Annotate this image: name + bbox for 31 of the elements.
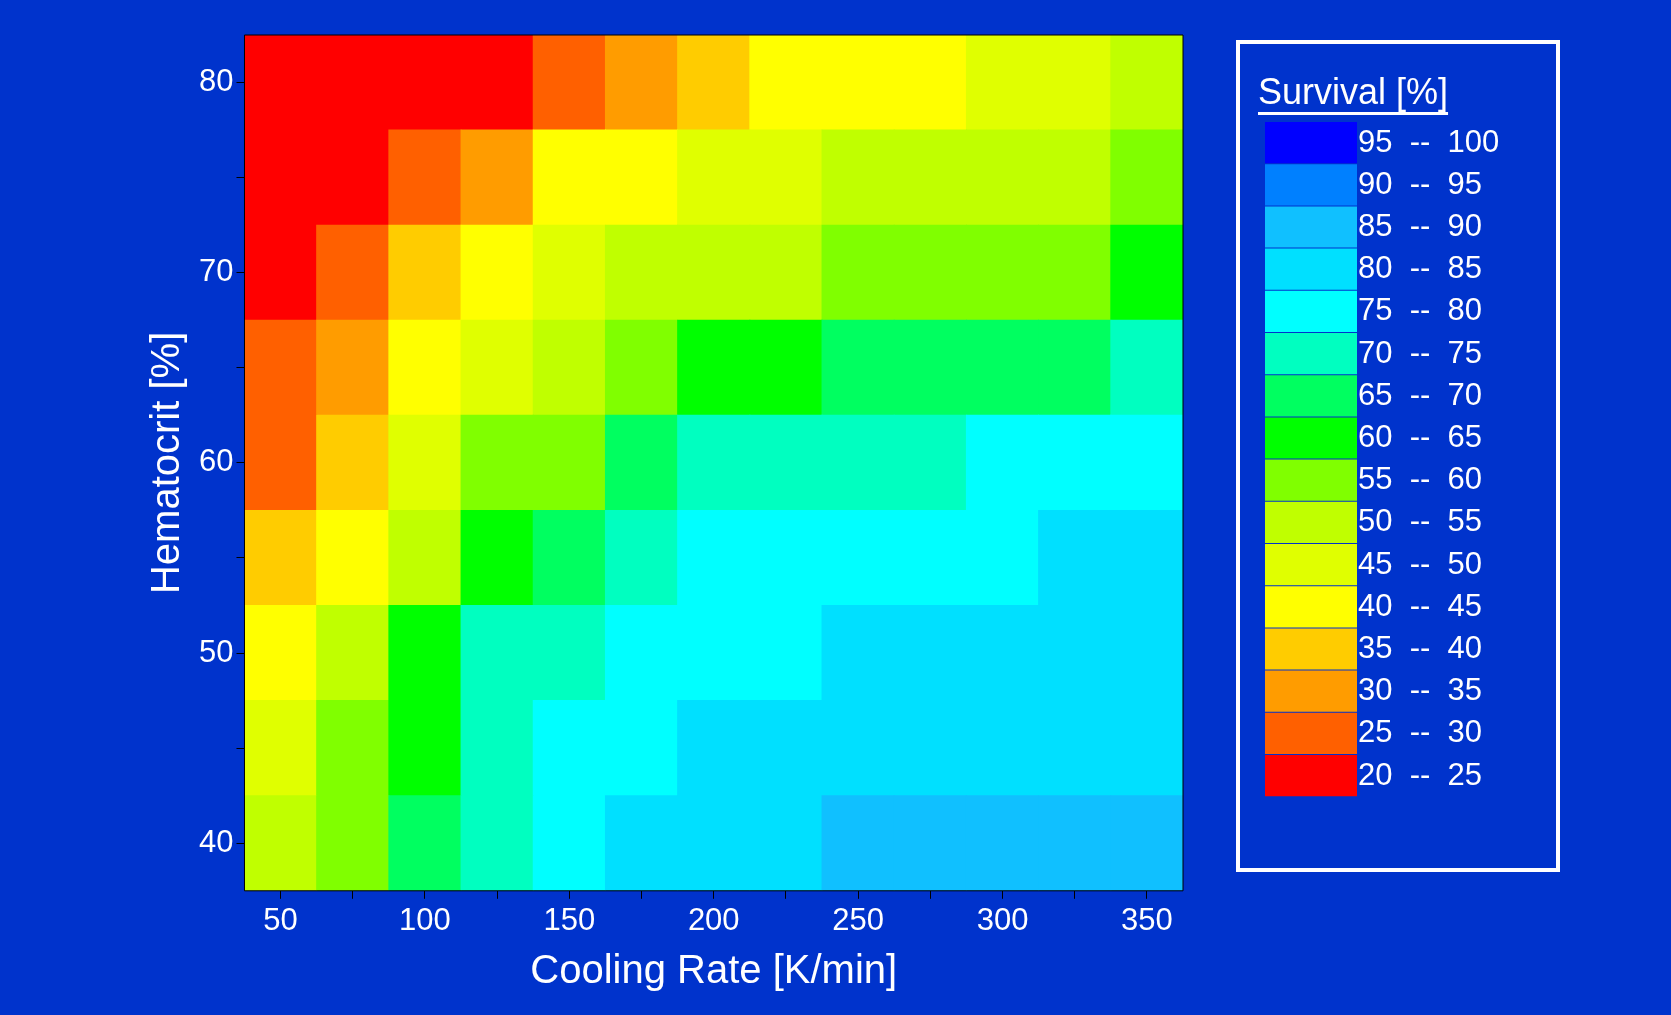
color-bar-label: 35 -- 40 [1358,630,1483,666]
color-bar-label: 45 -- 50 [1358,545,1483,581]
y-tick-label: 60 [199,443,234,479]
x-tick-label: 100 [399,901,451,937]
y-tick-label: 70 [199,253,234,289]
color-bar-label: 30 -- 35 [1358,672,1483,708]
x-tick-label: 150 [543,901,596,937]
color-bar-label: 85 -- 90 [1358,208,1483,244]
color-bar-label: 90 -- 95 [1358,165,1483,201]
color-bar-label: 50 -- 55 [1358,503,1483,539]
y-tick-label: 80 [199,63,234,99]
y-tick-label: 40 [199,823,234,859]
x-tick-label: 50 [263,901,298,937]
y-tick-label: 50 [199,633,234,669]
color-bar-title: Survival [%] [1258,71,1449,112]
color-bar-label: 55 -- 60 [1358,461,1483,497]
color-bar-label: 60 -- 65 [1358,419,1483,455]
color-bar-label: 20 -- 25 [1358,756,1483,792]
color-bar-label: 25 -- 30 [1358,714,1483,750]
color-bar-label: 75 -- 80 [1358,292,1483,328]
x-axis-title: Cooling Rate [K/min] [530,947,898,992]
color-bar-label: 65 -- 70 [1358,376,1483,412]
color-bar-label: 80 -- 85 [1358,250,1483,286]
color-bar-label: 95 -- 100 [1358,123,1500,159]
y-axis-title: Hematocrit [%] [143,331,188,595]
x-tick-label: 300 [976,901,1029,937]
color-bar-label: 40 -- 45 [1358,587,1483,623]
color-bar-label: 70 -- 75 [1358,334,1483,370]
x-tick-label: 350 [1121,901,1173,937]
x-tick-label: 200 [687,901,740,937]
x-tick-label: 250 [832,901,884,937]
